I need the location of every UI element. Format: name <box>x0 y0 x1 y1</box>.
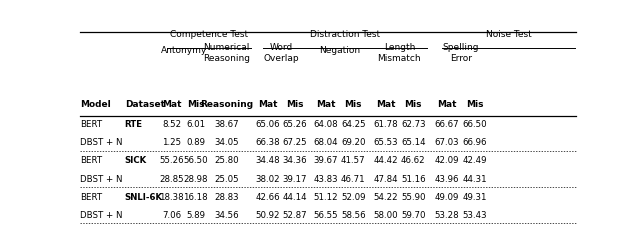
Text: Reasoning: Reasoning <box>200 100 253 109</box>
Text: 67.03: 67.03 <box>435 138 460 148</box>
Text: 46.71: 46.71 <box>341 175 365 183</box>
Text: 25.80: 25.80 <box>214 156 239 165</box>
Text: 65.53: 65.53 <box>373 138 398 148</box>
Text: 42.09: 42.09 <box>435 156 460 165</box>
Text: 39.67: 39.67 <box>314 156 339 165</box>
Text: 65.06: 65.06 <box>255 121 280 129</box>
Text: Length
Mismatch: Length Mismatch <box>378 43 421 63</box>
Text: 59.70: 59.70 <box>401 210 426 220</box>
Text: 38.67: 38.67 <box>214 121 239 129</box>
Text: 61.78: 61.78 <box>373 121 398 129</box>
Text: 42.66: 42.66 <box>255 192 280 202</box>
Text: 34.56: 34.56 <box>214 210 239 220</box>
Text: Mis: Mis <box>286 100 303 109</box>
Text: 5.89: 5.89 <box>186 210 205 220</box>
Text: Model: Model <box>80 100 111 109</box>
Text: DBST + N: DBST + N <box>80 210 122 220</box>
Text: Mis: Mis <box>404 100 422 109</box>
Text: Mat: Mat <box>376 100 396 109</box>
Text: 34.05: 34.05 <box>214 138 239 148</box>
Text: Mat: Mat <box>437 100 457 109</box>
Text: Noise Test: Noise Test <box>486 30 531 39</box>
Text: Numerical
Reasoning: Numerical Reasoning <box>203 43 250 63</box>
Text: 44.14: 44.14 <box>282 192 307 202</box>
Text: 68.04: 68.04 <box>314 138 339 148</box>
Text: DBST + N: DBST + N <box>80 138 122 148</box>
Text: 66.67: 66.67 <box>435 121 460 129</box>
Text: 28.85: 28.85 <box>159 175 184 183</box>
Text: Word
Overlap: Word Overlap <box>263 43 299 63</box>
Text: 51.12: 51.12 <box>314 192 339 202</box>
Text: 52.09: 52.09 <box>341 192 365 202</box>
Text: 0.89: 0.89 <box>186 138 205 148</box>
Text: 67.25: 67.25 <box>282 138 307 148</box>
Text: 42.49: 42.49 <box>463 156 487 165</box>
Text: Negation: Negation <box>319 46 360 55</box>
Text: Antonymy: Antonymy <box>161 46 207 55</box>
Text: 25.05: 25.05 <box>214 175 239 183</box>
Text: 66.38: 66.38 <box>255 138 280 148</box>
Text: 56.50: 56.50 <box>183 156 208 165</box>
Text: 55.90: 55.90 <box>401 192 426 202</box>
Text: 62.73: 62.73 <box>401 121 426 129</box>
Text: 55.26: 55.26 <box>159 156 184 165</box>
Text: 34.48: 34.48 <box>255 156 280 165</box>
Text: Dataset: Dataset <box>125 100 164 109</box>
Text: RTE: RTE <box>125 121 143 129</box>
Text: 58.56: 58.56 <box>341 210 365 220</box>
Text: 51.16: 51.16 <box>401 175 426 183</box>
Text: Spelling
Error: Spelling Error <box>443 43 479 63</box>
Text: 65.26: 65.26 <box>282 121 307 129</box>
Text: 41.57: 41.57 <box>341 156 365 165</box>
Text: 6.01: 6.01 <box>186 121 205 129</box>
Text: 66.50: 66.50 <box>463 121 487 129</box>
Text: 69.20: 69.20 <box>341 138 365 148</box>
Text: 38.02: 38.02 <box>255 175 280 183</box>
Text: 34.36: 34.36 <box>282 156 307 165</box>
Text: 53.43: 53.43 <box>463 210 487 220</box>
Text: 64.25: 64.25 <box>341 121 365 129</box>
Text: 16.18: 16.18 <box>183 192 208 202</box>
Text: BERT: BERT <box>80 156 102 165</box>
Text: BERT: BERT <box>80 121 102 129</box>
Text: DBST + N: DBST + N <box>80 175 122 183</box>
Text: 44.42: 44.42 <box>373 156 398 165</box>
Text: 18.38: 18.38 <box>159 192 184 202</box>
Text: 43.96: 43.96 <box>435 175 460 183</box>
Text: 50.92: 50.92 <box>255 210 280 220</box>
Text: 65.14: 65.14 <box>401 138 426 148</box>
Text: 53.28: 53.28 <box>435 210 460 220</box>
Text: 39.17: 39.17 <box>282 175 307 183</box>
Text: SICK: SICK <box>125 156 147 165</box>
Text: 56.55: 56.55 <box>314 210 339 220</box>
Text: 28.83: 28.83 <box>214 192 239 202</box>
Text: 52.87: 52.87 <box>282 210 307 220</box>
Text: Distraction Test: Distraction Test <box>310 30 380 39</box>
Text: 43.83: 43.83 <box>314 175 339 183</box>
Text: 54.22: 54.22 <box>373 192 398 202</box>
Text: Mat: Mat <box>258 100 277 109</box>
Text: 46.62: 46.62 <box>401 156 426 165</box>
Text: 8.52: 8.52 <box>162 121 181 129</box>
Text: BERT: BERT <box>80 192 102 202</box>
Text: Competence Test: Competence Test <box>170 30 248 39</box>
Text: 64.08: 64.08 <box>314 121 339 129</box>
Text: 66.96: 66.96 <box>463 138 487 148</box>
Text: Mat: Mat <box>162 100 182 109</box>
Text: 44.31: 44.31 <box>463 175 487 183</box>
Text: 49.09: 49.09 <box>435 192 460 202</box>
Text: 47.84: 47.84 <box>373 175 398 183</box>
Text: 1.25: 1.25 <box>162 138 181 148</box>
Text: Mis: Mis <box>466 100 484 109</box>
Text: Mat: Mat <box>316 100 336 109</box>
Text: Mis: Mis <box>187 100 204 109</box>
Text: 49.31: 49.31 <box>463 192 487 202</box>
Text: SNLI-6K: SNLI-6K <box>125 192 163 202</box>
Text: Mis: Mis <box>344 100 362 109</box>
Text: 7.06: 7.06 <box>162 210 181 220</box>
Text: 58.00: 58.00 <box>373 210 398 220</box>
Text: 28.98: 28.98 <box>183 175 208 183</box>
